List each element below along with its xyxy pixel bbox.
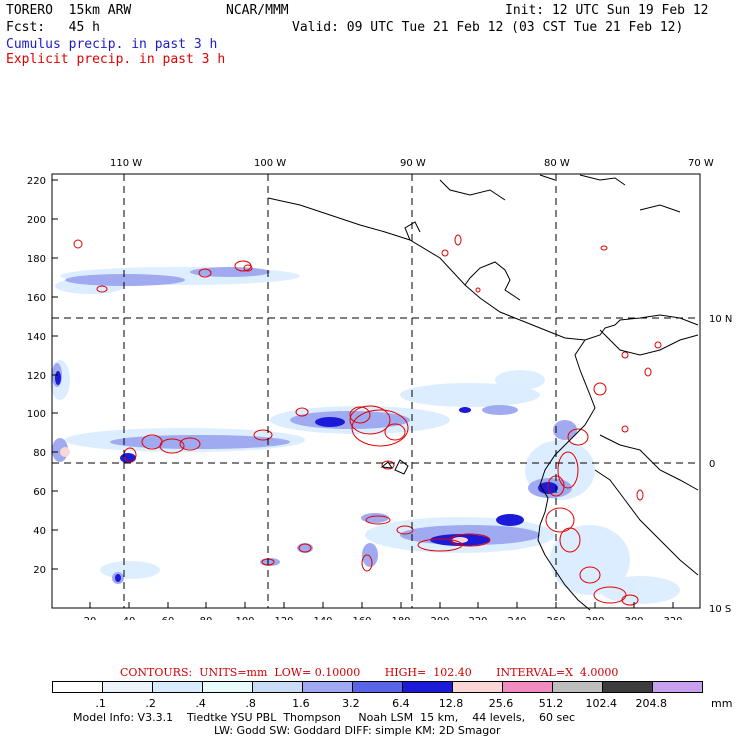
y-tick-label: 40 <box>33 526 46 537</box>
lat-label-10n: 10 N <box>709 314 732 325</box>
colorbar-swatch <box>252 681 303 693</box>
colorbar-swatch <box>102 681 153 693</box>
lon-label-80w: 80 W <box>544 158 570 169</box>
lat-label-10s: 10 S <box>709 604 731 615</box>
x-tick-label: 20 <box>84 616 97 620</box>
x-tick-label: 320 <box>663 616 682 620</box>
colorbar-swatch <box>152 681 203 693</box>
x-tick-label: 200 <box>430 616 449 620</box>
y-tick-label: 180 <box>27 254 46 265</box>
explicit-precip-contours <box>73 234 662 606</box>
axis-ticks <box>52 179 674 608</box>
colorbar-swatch <box>52 681 103 693</box>
colorbar-swatch <box>202 681 253 693</box>
colorbar-swatch <box>502 681 553 693</box>
colorbar-label: 12.8 <box>438 697 464 710</box>
x-tick-label: 60 <box>162 616 175 620</box>
grid-lines <box>52 174 700 608</box>
x-tick-label: 100 <box>235 616 254 620</box>
forecast-hour: Fcst: 45 h <box>6 20 100 35</box>
colorbar-label: 3.2 <box>342 697 360 710</box>
y-tick-label: 220 <box>27 176 46 187</box>
colorbar-unit: mm <box>711 697 733 710</box>
x-tick-label: 240 <box>507 616 526 620</box>
lon-label-110w: 110 W <box>110 158 142 169</box>
colorbar-swatch <box>452 681 503 693</box>
y-tick-label: 200 <box>27 215 46 226</box>
y-tick-label: 100 <box>27 409 46 420</box>
x-tick-label: 160 <box>352 616 371 620</box>
colorbar-label: 102.4 <box>585 697 618 710</box>
colorbar-swatch <box>402 681 453 693</box>
y-tick-label: 140 <box>27 332 46 343</box>
model-info-line1: Model Info: V3.3.1 Tiedtke YSU PBL Thomp… <box>73 711 576 724</box>
y-tick-label: 80 <box>33 448 46 459</box>
colorbar-swatch <box>652 681 703 693</box>
x-tick-label: 300 <box>624 616 643 620</box>
contours-info: CONTOURS: UNITS=mm LOW= 0.10000 HIGH= 10… <box>120 666 619 679</box>
model-name: TORERO 15km ARW <box>6 3 132 18</box>
coastlines <box>267 174 699 611</box>
y-tick-label: 60 <box>33 487 46 498</box>
model-info-line2: LW: Godd SW: Goddard DIFF: simple KM: 2D… <box>214 724 501 737</box>
x-tick-label: 180 <box>391 616 410 620</box>
lon-label-90w: 90 W <box>400 158 426 169</box>
colorbar-label: .2 <box>145 697 156 710</box>
lon-label-100w: 100 W <box>254 158 286 169</box>
valid-time: Valid: 09 UTC Tue 21 Feb 12 (03 CST Tue … <box>292 20 684 35</box>
init-time: Init: 12 UTC Sun 19 Feb 12 <box>505 3 709 18</box>
organization: NCAR/MMM <box>226 3 289 18</box>
lon-label-70w: 70 W <box>688 158 714 169</box>
colorbar-label: .1 <box>95 697 106 710</box>
colorbar-label: .4 <box>195 697 206 710</box>
x-tick-label: 80 <box>200 616 213 620</box>
y-tick-label: 120 <box>27 371 46 382</box>
lat-label-0: 0 <box>709 459 715 470</box>
y-tick-label: 160 <box>27 293 46 304</box>
x-tick-label: 40 <box>123 616 136 620</box>
colorbar-label: 51.2 <box>538 697 564 710</box>
precip-map: 110 W 100 W 90 W 80 W 70 W 10 N 0 10 S 2… <box>27 158 732 620</box>
colorbar-swatch <box>602 681 653 693</box>
legend-cumulus: Cumulus precip. in past 3 h <box>6 37 218 52</box>
legend-explicit: Explicit precip. in past 3 h <box>6 52 226 67</box>
map-frame <box>51 173 701 609</box>
colorbar-swatch <box>552 681 603 693</box>
colorbar-swatch <box>352 681 403 693</box>
x-tick-label: 260 <box>546 616 565 620</box>
colorbar-label: .8 <box>245 697 256 710</box>
colorbar-label: 25.6 <box>488 697 514 710</box>
colorbar-label: 204.8 <box>635 697 668 710</box>
colorbar-label: 6.4 <box>392 697 410 710</box>
colorbar-swatch <box>302 681 353 693</box>
x-tick-label: 140 <box>313 616 332 620</box>
colorbar-label: 1.6 <box>292 697 310 710</box>
y-tick-label: 20 <box>33 565 46 576</box>
x-tick-label: 220 <box>468 616 487 620</box>
x-tick-label: 120 <box>274 616 293 620</box>
x-tick-label: 280 <box>585 616 604 620</box>
